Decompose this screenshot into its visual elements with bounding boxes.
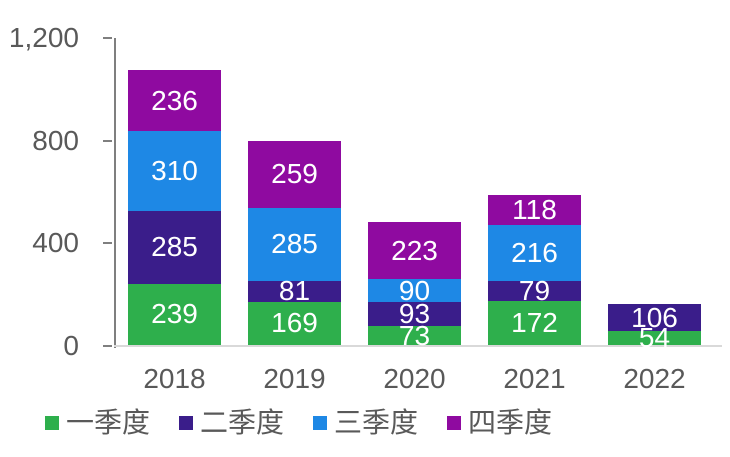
bar-segment-2021-一季度: 172	[488, 300, 581, 345]
legend-swatch-icon	[179, 416, 194, 430]
legend-swatch-icon	[447, 416, 462, 430]
bar-value-label: 223	[391, 234, 438, 266]
bar-segment-2021-四季度: 118	[488, 194, 581, 226]
legend-item-一季度: 一季度	[45, 407, 150, 439]
legend: 一季度 二季度 三季度 四季度	[45, 407, 552, 439]
legend-item-label: 一季度	[66, 407, 151, 438]
y-axis-tick	[103, 242, 112, 245]
legend-item-label: 四季度	[468, 407, 553, 438]
bar-segment-2022-一季度: 54	[608, 324, 701, 352]
y-axis-tick	[103, 345, 112, 347]
bar-segment-2019-三季度: 285	[248, 207, 341, 281]
bar-segment-2021-三季度: 216	[488, 225, 581, 281]
y-axis-tick-label: 800	[32, 124, 79, 156]
bar-2020: 73 93 90 223	[368, 222, 461, 349]
y-axis-tick	[103, 37, 112, 39]
bar-segment-2018-三季度: 310	[128, 130, 221, 211]
legend-swatch-icon	[313, 416, 328, 430]
bar-segment-2020-二季度: 93	[368, 298, 461, 330]
legend-swatch-icon	[45, 416, 59, 430]
x-axis-label-2022: 2022	[623, 363, 686, 394]
bar-value-label: 79	[518, 274, 551, 306]
x-axis-label-2020: 2020	[383, 363, 446, 394]
bar-value-label: 90	[398, 274, 431, 306]
legend-item-label: 二季度	[200, 407, 285, 438]
bar-value-label: 285	[151, 231, 198, 263]
y-axis-tick-label: 1,200	[8, 22, 79, 53]
bar-2018: 239 285 310 236	[128, 70, 221, 345]
bar-segment-2020-四季度: 223	[368, 222, 461, 280]
bar-value-label: 73	[398, 319, 431, 351]
bar-value-label: 93	[398, 298, 431, 330]
bar-segment-2018-二季度: 285	[128, 210, 221, 284]
bar-value-label: 172	[511, 306, 558, 338]
x-axis-label-2018: 2018	[143, 363, 206, 394]
bar-segment-2020-一季度: 73	[368, 321, 461, 349]
x-axis-label-2021: 2021	[503, 363, 566, 394]
bar-segment-2022-二季度: 106	[608, 301, 701, 333]
x-axis-line	[114, 345, 722, 347]
bar-value-label: 169	[271, 307, 318, 339]
bar-segment-2019-一季度: 169	[248, 301, 341, 345]
y-axis-tick-label: 400	[32, 227, 79, 259]
bar-segment-2018-四季度: 236	[128, 70, 221, 131]
bar-value-label: 216	[511, 236, 558, 268]
x-axis-label-2019: 2019	[263, 363, 326, 394]
bar-value-label: 285	[271, 228, 318, 260]
bar-value-label: 239	[151, 298, 198, 330]
legend-item-三季度: 三季度	[313, 407, 418, 439]
bar-2022: 54 106	[608, 301, 701, 352]
bar-value-label: 310	[151, 154, 198, 186]
legend-item-四季度: 四季度	[447, 407, 552, 439]
bar-2019: 169 81 285 259	[248, 141, 341, 345]
legend-item-二季度: 二季度	[179, 407, 284, 439]
bar-segment-2018-一季度: 239	[128, 283, 221, 345]
bar-value-label: 259	[271, 158, 318, 190]
y-axis-line	[114, 38, 116, 348]
y-axis-tick	[103, 139, 112, 142]
bar-value-label: 236	[151, 84, 198, 116]
bar-segment-2019-四季度: 259	[248, 141, 341, 208]
y-axis-tick-label: 0	[63, 330, 79, 361]
bar-segment-2019-二季度: 81	[248, 277, 341, 305]
bar-value-label: 106	[631, 301, 678, 333]
bar-value-label: 54	[638, 322, 671, 354]
bar-segment-2021-二季度: 79	[488, 276, 581, 304]
legend-item-label: 三季度	[334, 407, 419, 438]
bar-value-label: 118	[512, 194, 557, 225]
bar-2021: 172 79 216 118	[488, 194, 581, 345]
bar-value-label: 81	[278, 275, 311, 307]
bar-segment-2020-三季度: 90	[368, 274, 461, 306]
